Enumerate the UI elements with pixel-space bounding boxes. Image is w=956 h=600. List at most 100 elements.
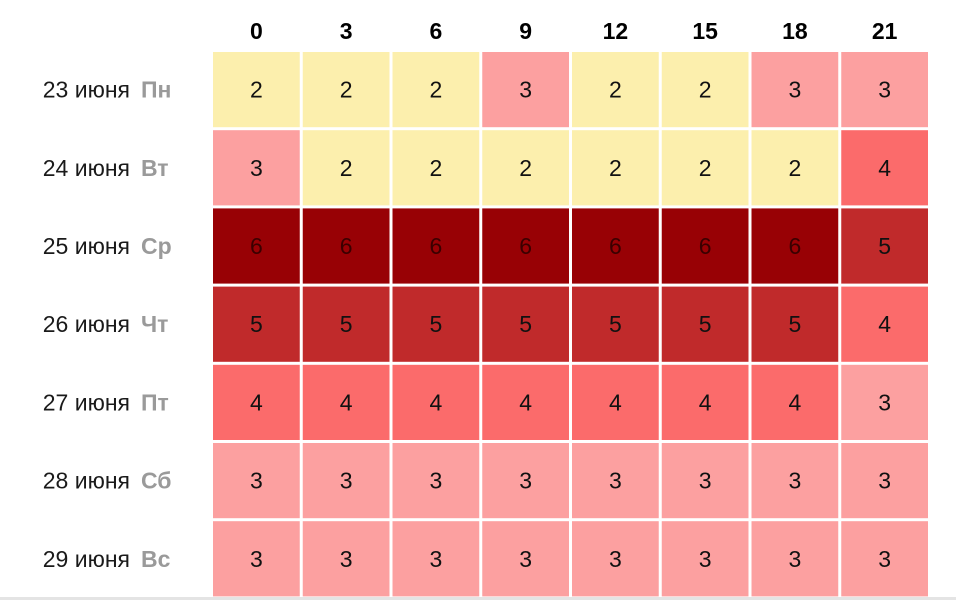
cell-value-label: 2 [429, 77, 442, 103]
heatmap-cell [302, 286, 390, 362]
hour-label: 18 [782, 18, 808, 44]
heatmap-cell [392, 286, 480, 362]
cell-value-label: 5 [699, 311, 712, 337]
hour-label: 21 [872, 18, 898, 44]
cell-value-label: 3 [788, 546, 801, 572]
heatmap-cell [572, 521, 659, 597]
hour-labels: 0 3 6 9 12 15 18 21 [250, 18, 898, 44]
heatmap-cell [572, 208, 659, 284]
weekday-label: Сб [141, 468, 172, 494]
cell-value-label: 3 [340, 546, 353, 572]
cell-value-label: 6 [699, 233, 712, 259]
cell-value-label: 4 [519, 389, 532, 415]
heatmap-cell [482, 286, 569, 362]
heatmap-cell [572, 52, 659, 128]
cell-value-label: 3 [429, 546, 442, 572]
heatmap-cell [661, 52, 749, 128]
heatmap-cell [841, 52, 928, 128]
heatmap-cell [572, 443, 659, 519]
heatmap-cell [213, 364, 300, 440]
heatmap-cell [572, 286, 659, 362]
cell-value-label: 3 [699, 546, 712, 572]
cell-value-label: 3 [519, 546, 532, 572]
heatmap-cell [482, 521, 569, 597]
date-label: 24 июня [43, 155, 130, 181]
heatmap-cell [661, 130, 749, 206]
cell-value-label: 2 [519, 155, 532, 181]
weekday-label: Чт [141, 311, 168, 337]
cell-value-label: 3 [519, 77, 532, 103]
weekday-label: Пт [141, 389, 169, 415]
cell-value-label: 5 [250, 311, 263, 337]
bottom-divider [0, 597, 956, 600]
cell-value-label: 5 [788, 311, 801, 337]
hour-label: 3 [340, 18, 353, 44]
date-label: 25 июня [43, 233, 130, 259]
cell-value-label: 2 [609, 77, 622, 103]
heatmap-cell [213, 52, 300, 128]
heatmap-cell [841, 286, 928, 362]
heatmap-cell [392, 130, 480, 206]
cell-value-label: 2 [250, 77, 263, 103]
cell-value-label: 3 [788, 468, 801, 494]
cell-value-label: 6 [250, 233, 263, 259]
heatmap-cell [482, 364, 569, 440]
cell-value-label: 6 [609, 233, 622, 259]
cell-value-label: 3 [609, 546, 622, 572]
heatmap-cell [661, 364, 749, 440]
heatmap-cell [751, 52, 839, 128]
heatmap-cell [392, 364, 480, 440]
heatmap-cell [572, 130, 659, 206]
cell-value-label: 2 [699, 155, 712, 181]
cell-value-label: 4 [609, 389, 622, 415]
heatmap-cell [482, 130, 569, 206]
cell-value-label: 2 [788, 155, 801, 181]
heatmap-cell [751, 130, 839, 206]
date-label: 29 июня [43, 546, 130, 572]
heatmap-cell [482, 52, 569, 128]
cell-value-label: 3 [878, 468, 891, 494]
cell-value-label: 3 [699, 468, 712, 494]
weekday-label: Ср [141, 233, 172, 259]
cell-value-label: 2 [429, 155, 442, 181]
hour-label: 6 [429, 18, 442, 44]
heatmap-cell [751, 443, 839, 519]
heatmap-cell [841, 130, 928, 206]
heatmap-cell [392, 521, 480, 597]
hour-label: 15 [692, 18, 718, 44]
cell-value-label: 2 [699, 77, 712, 103]
heatmap-cell [392, 208, 480, 284]
heatmap-cell [302, 208, 390, 284]
cell-value-label: 4 [788, 389, 801, 415]
cell-value-label: 4 [878, 155, 891, 181]
cell-value-label: 5 [878, 233, 891, 259]
cell-value-label: 5 [340, 311, 353, 337]
date-label: 23 июня [43, 77, 130, 103]
cell-value-label: 2 [340, 155, 353, 181]
cell-value-label: 4 [340, 389, 353, 415]
weekday-label: Вт [141, 155, 169, 181]
cell-value-label: 2 [609, 155, 622, 181]
cell-value-label: 3 [250, 468, 263, 494]
heatmap-cell [751, 521, 839, 597]
cell-value-label: 4 [250, 389, 263, 415]
cell-value-label: 6 [429, 233, 442, 259]
heatmap-cell [392, 443, 480, 519]
heatmap-cell [841, 364, 928, 440]
weekday-label: Вс [141, 546, 171, 572]
heatmap-cell [302, 130, 390, 206]
cell-value-label: 3 [878, 389, 891, 415]
date-label: 26 июня [43, 311, 130, 337]
cell-value-label: 3 [878, 77, 891, 103]
cell-value-label: 5 [429, 311, 442, 337]
heatmap-cell [661, 443, 749, 519]
hour-label: 0 [250, 18, 263, 44]
cell-value-label: 6 [340, 233, 353, 259]
heatmap-cell [751, 286, 839, 362]
heatmap-cell [213, 286, 300, 362]
cell-value-label: 3 [788, 77, 801, 103]
date-labels: 23 июня Пн 24 июня Вт 25 июня Ср 26 июня Чт 27 и… [43, 77, 172, 572]
cell-value-label: 6 [519, 233, 532, 259]
heatmap-cell [302, 364, 390, 440]
